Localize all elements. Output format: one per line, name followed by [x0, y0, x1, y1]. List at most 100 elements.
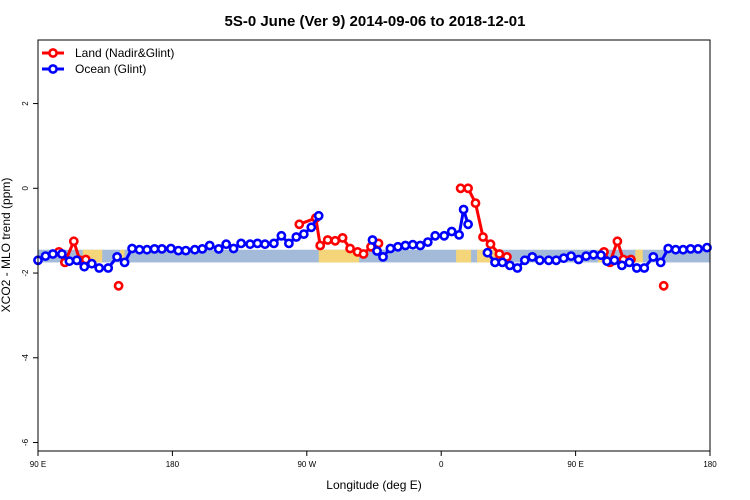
ocean-point-28	[252, 238, 263, 249]
ocean-point-74	[648, 251, 659, 262]
land-point-17	[455, 183, 466, 194]
ocean-point-45	[422, 237, 433, 247]
legend-land-label: Land (Nadir&Glint)	[75, 46, 174, 60]
y-axis: -6 -4 -2 0 2	[21, 101, 38, 446]
legend-ocean-label: Ocean (Glint)	[75, 62, 146, 76]
ocean-point-12	[127, 243, 137, 254]
ocean-point-64	[573, 254, 584, 265]
ocean-point-25	[228, 243, 239, 254]
ocean-point-40	[385, 243, 396, 254]
ocean-point-76	[663, 243, 674, 254]
x-tick-label-2: 90 W	[297, 460, 316, 469]
ocean-point-69	[609, 255, 620, 266]
x-tick-label-5: 180	[703, 460, 717, 469]
ocean-point-41	[392, 241, 403, 252]
ocean-point-72	[631, 263, 642, 273]
series-land	[54, 183, 669, 291]
ocean-point-16	[156, 243, 167, 254]
legend-entry-land: Land (Nadir&Glint)	[42, 46, 174, 60]
ocean-point-57	[519, 255, 530, 266]
plot-region	[33, 39, 712, 452]
ocean-point-14	[142, 244, 152, 255]
ocean-point-29	[260, 239, 270, 250]
ocean-point-31	[276, 230, 287, 241]
land-point-29	[658, 280, 669, 291]
ocean-point-59	[534, 255, 545, 266]
ocean-point-27	[245, 239, 255, 250]
chart-title: 5S-0 June (Ver 9) 2014-09-06 to 2018-12-…	[224, 13, 525, 30]
ocean-point-9	[103, 263, 114, 273]
ocean-point-46	[430, 230, 441, 241]
legend: Land (Nadir&Glint) Ocean (Glint)	[42, 46, 174, 76]
ocean-point-70	[617, 260, 627, 271]
ocean-point-61	[551, 255, 562, 266]
ocean-point-52	[482, 247, 493, 258]
x-tick-label-1: 180	[166, 460, 180, 469]
ocean-point-2	[48, 249, 58, 259]
band-land-1	[120, 249, 125, 263]
ocean-point-47	[439, 230, 450, 241]
ocean-point-30	[268, 238, 279, 249]
ocean-point-21	[197, 243, 208, 254]
ocean-point-66	[588, 249, 599, 260]
land-point-18	[463, 183, 473, 194]
ocean-point-65	[581, 251, 591, 261]
land-point-6	[294, 219, 305, 230]
ocean-point-36	[313, 210, 324, 221]
land-point-11	[337, 232, 348, 243]
y-tick-label-3: 0	[21, 186, 30, 191]
ocean-point-5	[71, 255, 82, 266]
ocean-point-19	[180, 245, 191, 256]
ocean-point-56	[512, 263, 523, 273]
ocean-point-54	[497, 257, 508, 268]
ocean-point-58	[527, 251, 538, 262]
land-point-19	[470, 198, 481, 208]
ocean-point-26	[236, 238, 246, 249]
ocean-point-6	[79, 261, 90, 272]
legend-land-marker	[48, 48, 58, 58]
x-axis: 90 E 180 90 W 0 90 E 180	[30, 451, 717, 469]
y-tick-label-1: -4	[21, 354, 30, 362]
ocean-point-34	[298, 229, 309, 239]
ocean-point-17	[165, 243, 176, 254]
ocean-point-38	[372, 246, 382, 256]
ocean-point-3	[57, 249, 67, 259]
y-tick-label-2: -2	[21, 269, 30, 277]
ocean-point-60	[543, 255, 554, 266]
land-point-22	[494, 249, 505, 259]
land-point-21	[485, 239, 496, 250]
ocean-point-71	[624, 257, 635, 268]
legend-ocean-marker	[48, 64, 58, 74]
land-point-14	[358, 249, 369, 259]
x-tick-label-3: 0	[439, 460, 444, 469]
ocean-point-48	[446, 226, 457, 237]
ocean-point-68	[602, 256, 612, 267]
ocean-point-37	[367, 235, 378, 245]
ocean-point-73	[639, 263, 650, 273]
ocean-point-75	[655, 257, 666, 268]
y-axis-label: XCO2 - MLO trend (ppm)	[0, 178, 13, 313]
y-tick-label-0: -6	[21, 438, 30, 446]
land-point-9	[322, 235, 333, 245]
ocean-point-78	[678, 244, 688, 255]
ocean-point-35	[306, 222, 317, 233]
ocean-point-49	[454, 229, 464, 240]
x-tick-label-0: 90 E	[30, 460, 46, 469]
band-land-3	[456, 249, 472, 263]
ocean-point-8	[94, 263, 105, 273]
series-layer	[33, 183, 712, 291]
land-point-8	[315, 240, 326, 251]
ocean-point-7	[86, 258, 97, 269]
ocean-point-50	[458, 204, 469, 215]
ocean-point-11	[119, 257, 130, 268]
legend-entry-ocean: Ocean (Glint)	[42, 62, 146, 76]
ocean-point-44	[415, 240, 426, 251]
ocean-point-63	[566, 251, 576, 261]
ocean-point-32	[283, 238, 294, 249]
x-axis-label: Longitude (deg E)	[326, 478, 421, 492]
land-point-2	[68, 236, 79, 247]
series-ocean	[33, 204, 712, 273]
ocean-point-22	[204, 240, 215, 251]
land-point-20	[478, 232, 488, 242]
